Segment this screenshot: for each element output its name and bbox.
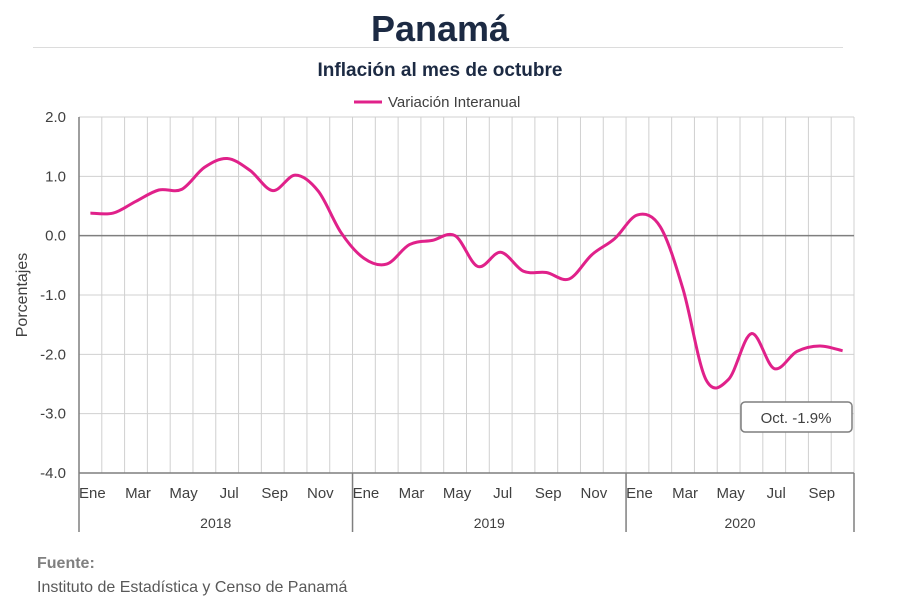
y-tick-label: 2.0 bbox=[45, 109, 66, 126]
x-tick-label: Jul bbox=[220, 485, 239, 502]
x-tick-label: Sep bbox=[261, 485, 288, 502]
data-point bbox=[158, 189, 160, 191]
data-point bbox=[636, 214, 638, 216]
x-tick-labels: Ene Mar May Jul Sep Nov Ene Mar May Jul Sep Nov Ene M… bbox=[79, 485, 835, 502]
data-point bbox=[705, 378, 707, 380]
y-axis-label: Porcentajes bbox=[14, 253, 31, 338]
series-layer bbox=[89, 156, 843, 390]
y-tick-label: -1.0 bbox=[40, 287, 66, 304]
data-point bbox=[659, 226, 661, 228]
x-tick-label: Sep bbox=[808, 485, 835, 502]
source-text: Instituto de Estadística y Censo de Pana… bbox=[37, 579, 348, 596]
chart-title: Inflación al mes de octubre bbox=[317, 60, 563, 81]
data-point bbox=[727, 378, 729, 380]
data-point bbox=[226, 157, 228, 159]
data-point bbox=[272, 189, 274, 191]
data-point bbox=[613, 237, 615, 239]
series-line-variacion-interanual bbox=[90, 156, 843, 390]
data-point bbox=[135, 200, 137, 202]
x-tick-label: May bbox=[443, 485, 472, 502]
year-label: 2020 bbox=[724, 515, 755, 531]
source-label: Fuente: bbox=[37, 555, 95, 572]
y-tick-label: -3.0 bbox=[40, 406, 66, 423]
data-point bbox=[499, 251, 501, 253]
x-tick-label: Mar bbox=[125, 485, 151, 502]
data-point bbox=[545, 271, 547, 273]
data-point bbox=[431, 239, 433, 241]
data-point bbox=[454, 234, 456, 236]
x-tick-label: May bbox=[169, 485, 198, 502]
data-point bbox=[796, 350, 798, 352]
title-divider bbox=[33, 47, 843, 48]
line-chart: 2.0 1.0 0.0 -1.0 -2.0 -3.0 -4.0 Ene Mar May Jul Se… bbox=[14, 94, 855, 532]
data-point bbox=[750, 332, 752, 334]
grid-lines bbox=[78, 116, 855, 474]
year-label: 2018 bbox=[200, 515, 231, 531]
data-point bbox=[294, 174, 296, 176]
data-point bbox=[477, 265, 479, 267]
x-tick-label: Ene bbox=[626, 485, 653, 502]
page-title: Panamá bbox=[370, 8, 510, 49]
data-point bbox=[386, 263, 388, 265]
data-point bbox=[180, 188, 182, 190]
annotation-text: Oct. -1.9% bbox=[761, 410, 832, 427]
data-point bbox=[112, 212, 114, 214]
data-point bbox=[363, 257, 365, 259]
year-label: 2019 bbox=[474, 515, 505, 531]
year-labels: 2018 2019 2020 bbox=[200, 515, 756, 531]
data-point bbox=[89, 212, 91, 214]
x-tick-label: Ene bbox=[353, 485, 380, 502]
y-tick-label: 0.0 bbox=[45, 228, 66, 245]
data-point bbox=[819, 345, 821, 347]
data-point bbox=[340, 232, 342, 234]
y-tick-label: -4.0 bbox=[40, 465, 66, 482]
x-tick-label: Jul bbox=[493, 485, 512, 502]
x-tick-label: Mar bbox=[672, 485, 698, 502]
y-tick-labels: 2.0 1.0 0.0 -1.0 -2.0 -3.0 -4.0 bbox=[40, 109, 66, 482]
data-point bbox=[568, 278, 570, 280]
x-tick-label: Nov bbox=[581, 485, 608, 502]
data-point bbox=[773, 367, 775, 369]
data-point bbox=[591, 253, 593, 255]
axes bbox=[78, 117, 855, 532]
legend: Variación Interanual bbox=[354, 94, 520, 111]
data-point bbox=[317, 190, 319, 192]
data-point bbox=[522, 270, 524, 272]
data-point bbox=[408, 243, 410, 245]
annotation-frame bbox=[740, 401, 853, 433]
data-point bbox=[203, 166, 205, 168]
x-tick-label: May bbox=[716, 485, 745, 502]
y-tick-label: -2.0 bbox=[40, 346, 66, 363]
x-tick-label: Jul bbox=[767, 485, 786, 502]
x-tick-label: Sep bbox=[535, 485, 562, 502]
annotation-box: Oct. -1.9% bbox=[740, 401, 853, 433]
legend-label: Variación Interanual bbox=[388, 94, 520, 111]
x-tick-label: Nov bbox=[307, 485, 334, 502]
x-tick-label: Mar bbox=[399, 485, 425, 502]
data-point bbox=[841, 350, 843, 352]
x-tick-label: Ene bbox=[79, 485, 106, 502]
y-tick-label: 1.0 bbox=[45, 168, 66, 185]
data-point bbox=[682, 288, 684, 290]
data-point bbox=[249, 169, 251, 171]
